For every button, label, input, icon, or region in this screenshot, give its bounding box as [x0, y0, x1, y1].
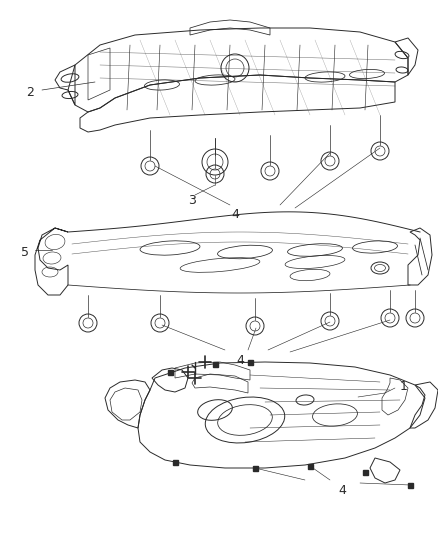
Text: 2: 2 — [26, 86, 34, 100]
Bar — [213, 362, 218, 367]
Text: 1: 1 — [400, 379, 408, 392]
Bar — [408, 483, 413, 488]
Bar — [173, 460, 178, 465]
Text: 3: 3 — [188, 193, 196, 206]
Bar — [308, 464, 313, 469]
Text: 4: 4 — [231, 208, 239, 222]
Bar — [168, 370, 173, 375]
Text: 4: 4 — [236, 353, 244, 367]
Bar — [363, 470, 368, 475]
Text: 4: 4 — [338, 483, 346, 497]
Bar — [248, 360, 253, 365]
Bar — [253, 466, 258, 471]
Text: 5: 5 — [21, 246, 29, 259]
